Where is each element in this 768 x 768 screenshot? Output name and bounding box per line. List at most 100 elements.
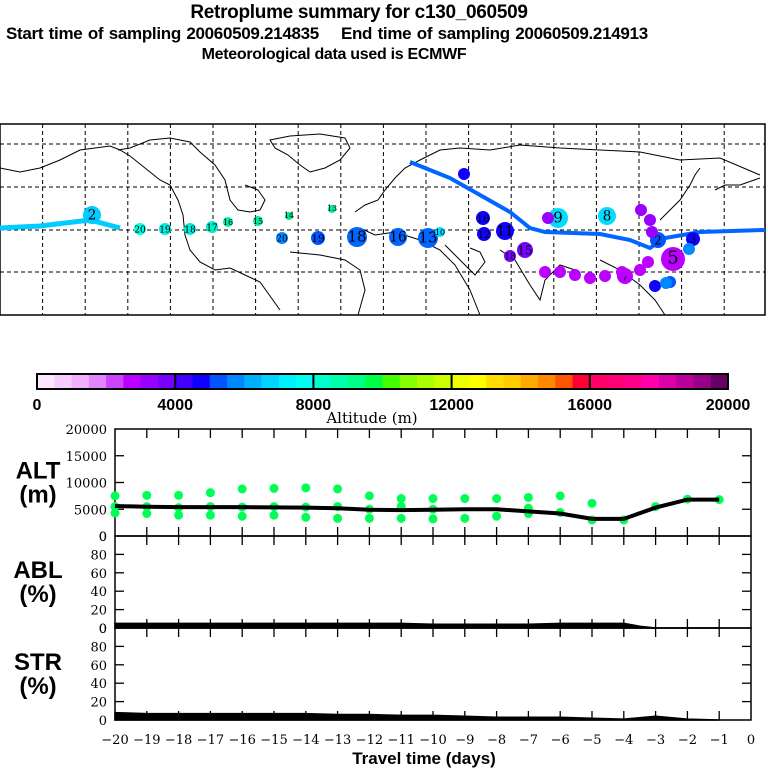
colorbar-cell bbox=[278, 374, 297, 389]
x-tick-label: −4 bbox=[614, 733, 633, 748]
cluster-label: 16 bbox=[223, 218, 233, 227]
altitude-point bbox=[333, 513, 343, 523]
colorbar-tick-label: 16000 bbox=[568, 397, 613, 414]
cluster-label: 2 bbox=[654, 233, 662, 247]
cluster-marker bbox=[616, 266, 628, 278]
colorbar-tick-label: 20000 bbox=[706, 397, 751, 414]
altitude-point bbox=[428, 494, 438, 504]
colorbar-cell bbox=[537, 374, 556, 389]
cluster-marker bbox=[496, 222, 514, 240]
cluster-marker bbox=[548, 208, 568, 228]
abl-unit-label: (%) bbox=[19, 581, 56, 608]
colorbar-cell bbox=[140, 374, 159, 389]
colorbar-tick-label: 8000 bbox=[296, 397, 332, 414]
y-tick-label: 60 bbox=[90, 659, 107, 674]
y-tick-label: 40 bbox=[90, 677, 107, 692]
x-tick-label: −6 bbox=[551, 733, 570, 748]
x-tick-label: −13 bbox=[324, 733, 351, 748]
altitude-point bbox=[301, 483, 311, 493]
str-unit-label: (%) bbox=[19, 673, 56, 700]
colorbar-cell bbox=[607, 374, 625, 389]
y-tick-label: 0 bbox=[99, 530, 107, 545]
colorbar-cell bbox=[296, 374, 314, 389]
colorbar-cell bbox=[710, 374, 729, 389]
cluster-marker bbox=[554, 266, 566, 278]
altitude-point bbox=[237, 511, 247, 521]
cluster-marker bbox=[285, 212, 293, 220]
altitude-point bbox=[555, 491, 565, 501]
colorbar-cell bbox=[382, 374, 401, 389]
cluster-marker bbox=[458, 168, 470, 180]
end-time-label: End time of sampling 20060509.214913 bbox=[340, 24, 648, 43]
cluster-label: 5 bbox=[667, 247, 678, 268]
cluster-marker bbox=[418, 228, 438, 248]
x-axis: −20 −19 −18 −17 −16 −15 −14 −13 −12 −11 −10 −9 −8 −7−… bbox=[101, 733, 755, 748]
colorbar-cell bbox=[347, 374, 366, 389]
str-area bbox=[114, 711, 720, 721]
cluster-marker bbox=[253, 216, 263, 226]
cluster-label: 13 bbox=[327, 204, 337, 213]
alt-label: ALT bbox=[16, 458, 61, 485]
y-tick-label: 80 bbox=[90, 640, 107, 655]
colorbar-cell bbox=[417, 374, 435, 389]
colorbar-cell bbox=[572, 374, 591, 389]
altitude-point bbox=[460, 494, 470, 504]
cluster-label: 15 bbox=[253, 217, 263, 226]
altitude-colorbar: 0 4000 8000 12000 16000 20000 Altitude (m) bbox=[33, 373, 751, 427]
cluster-label: 19 bbox=[159, 225, 171, 235]
cluster-label: 13 bbox=[418, 228, 437, 246]
cluster-marker bbox=[644, 214, 656, 226]
y-tick-label: 10000 bbox=[66, 477, 107, 492]
colorbar-tick-label: 4000 bbox=[157, 397, 193, 414]
cluster-marker bbox=[276, 232, 288, 244]
colorbar-cell bbox=[88, 374, 107, 389]
cluster-label: 3 bbox=[690, 234, 697, 246]
colorbar-cell bbox=[693, 374, 712, 389]
met-data-label: Meteorological data used is ECMWF bbox=[201, 46, 467, 63]
cluster-label: 17 bbox=[206, 223, 218, 233]
y-tick-label: 20 bbox=[90, 696, 107, 711]
colorbar-cell bbox=[175, 374, 193, 389]
cluster-marker bbox=[642, 256, 654, 268]
colorbar-cell bbox=[330, 374, 349, 389]
x-tick-label: −1 bbox=[710, 733, 729, 748]
coastline-india bbox=[499, 249, 576, 302]
y-tick-label: 0 bbox=[99, 530, 107, 545]
cluster-label: 8 bbox=[603, 208, 612, 224]
colorbar-cell bbox=[209, 374, 228, 389]
track-pacific-west bbox=[0, 217, 121, 231]
altitude-point bbox=[396, 513, 406, 523]
colorbar-tick-label: 12000 bbox=[429, 397, 474, 414]
coastline-north-america bbox=[0, 145, 281, 311]
altitude-point bbox=[396, 494, 406, 504]
cluster-marker bbox=[311, 231, 325, 245]
sampling-time-line: Start time of sampling 20060509.214835 En… bbox=[6, 24, 768, 44]
altitude-point bbox=[110, 508, 120, 518]
abl-frame bbox=[114, 535, 752, 629]
x-tick-label: −12 bbox=[356, 733, 383, 748]
cluster-marker bbox=[206, 221, 218, 233]
colorbar-cell bbox=[520, 374, 539, 389]
coastline-alaska bbox=[714, 177, 761, 191]
cluster-label: 2 bbox=[88, 207, 97, 223]
x-tick-label: −8 bbox=[487, 733, 506, 748]
x-tick-label: −5 bbox=[582, 733, 601, 748]
cluster-marker bbox=[599, 270, 611, 282]
colorbar-cell bbox=[192, 374, 211, 389]
cluster-marker bbox=[184, 223, 196, 235]
cluster-marker bbox=[686, 232, 700, 246]
cluster-label: 18 bbox=[504, 252, 516, 262]
cluster-label: 10 bbox=[435, 228, 445, 237]
colorbar-label: Altitude (m) bbox=[325, 409, 417, 427]
altitude-point bbox=[364, 491, 374, 501]
altitude-point bbox=[428, 514, 438, 524]
colorbar-cell bbox=[313, 374, 332, 389]
cluster-label: 12 bbox=[477, 229, 490, 241]
altitude-point bbox=[142, 490, 152, 500]
cluster-marker bbox=[134, 223, 146, 235]
cluster-label: 16 bbox=[476, 213, 490, 225]
y-tick-label: 0 bbox=[99, 622, 107, 637]
y-tick-label: 20 bbox=[90, 604, 107, 619]
y-tick-label: 80 bbox=[90, 548, 107, 563]
